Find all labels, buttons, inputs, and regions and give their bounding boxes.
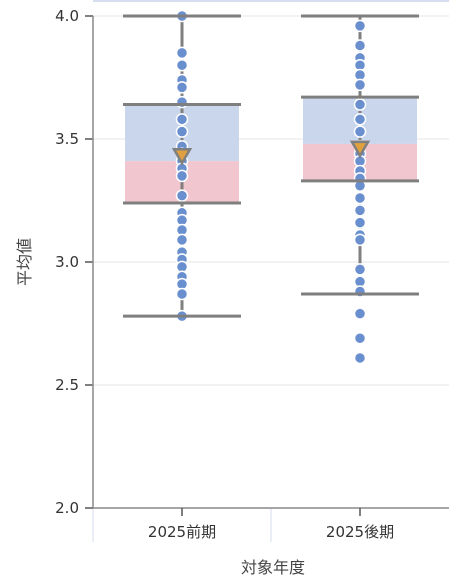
- data-point: [175, 189, 189, 202]
- data-point: [175, 125, 189, 138]
- data-point: [353, 19, 367, 33]
- data-point: [175, 81, 189, 94]
- y-axis-title: 平均値: [15, 238, 34, 286]
- data-point: [353, 351, 367, 365]
- data-point: [175, 169, 189, 183]
- data-point: [175, 113, 189, 126]
- data-point: [353, 113, 367, 126]
- data-point: [353, 98, 367, 111]
- data-point: [353, 332, 367, 345]
- data-point: [353, 204, 367, 217]
- data-point: [353, 39, 367, 52]
- boxes: [123, 9, 419, 365]
- y-tick-label: 3.0: [55, 253, 79, 271]
- data-point: [353, 216, 367, 229]
- box-group: [123, 9, 241, 323]
- data-point: [353, 233, 367, 247]
- y-tick-label: 2.5: [55, 376, 79, 394]
- data-point: [175, 233, 189, 247]
- box-group: [301, 14, 419, 365]
- data-point: [353, 78, 367, 92]
- x-tick-label: 2025後期: [326, 523, 394, 541]
- data-point: [353, 125, 367, 138]
- data-point: [175, 46, 189, 60]
- data-point: [175, 58, 189, 72]
- mean-marker: [349, 140, 371, 159]
- gridlines: [92, 15, 449, 542]
- y-tick-label: 4.0: [55, 7, 79, 25]
- axes: 2.0 2.5 3.0 3.5 4.0 2025前期 2025後期: [55, 7, 449, 541]
- mean-marker: [171, 147, 193, 166]
- y-tick-label: 2.0: [55, 499, 79, 517]
- data-point: [353, 263, 367, 276]
- x-tick-label: 2025前期: [148, 523, 216, 541]
- y-tick-label: 3.5: [55, 130, 79, 148]
- x-axis-title: 対象年度: [241, 558, 305, 576]
- data-point: [175, 287, 189, 301]
- data-point: [353, 191, 367, 205]
- data-point: [353, 307, 367, 320]
